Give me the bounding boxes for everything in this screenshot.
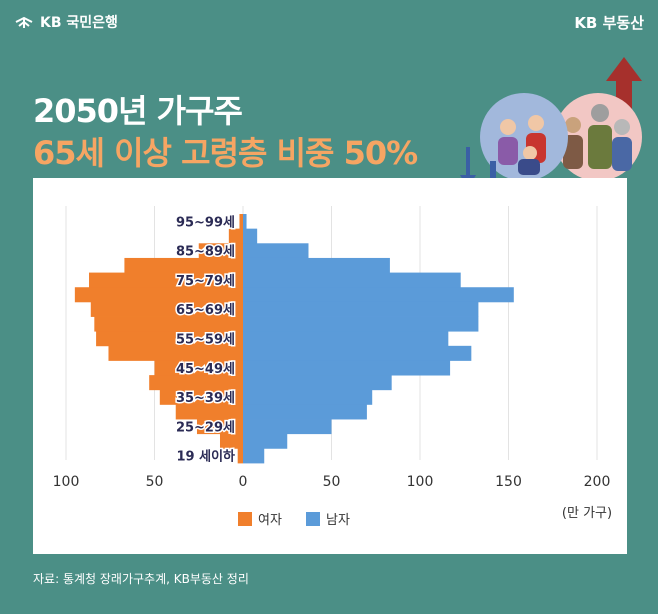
bar-female (159, 389, 243, 405)
x-tick-label: 0 (239, 474, 248, 490)
chart-panel: 95~99세 85~89세 75~79세 65~69세 55~59세 45~49세 35~3… (33, 178, 627, 554)
source-note: 자료: 통계청 장래가구추계, KB부동산 정리 (33, 572, 249, 586)
bar-male (243, 360, 451, 376)
category-label: 55~59세 (176, 333, 235, 348)
legend: 여자 남자 (238, 512, 350, 528)
category-label: 35~39세 (176, 391, 235, 406)
bar-female (90, 301, 243, 317)
bar-male (243, 375, 392, 391)
bar-female (94, 316, 243, 332)
category-label: 19 세이하 (177, 449, 236, 465)
x-tick-label: 50 (323, 474, 341, 490)
bar-male (243, 316, 479, 332)
category-label: 45~49세 (176, 362, 235, 377)
bar-female (237, 448, 243, 464)
bar-male (243, 214, 247, 230)
bar-male (243, 389, 373, 405)
x-tick-label: 150 (495, 474, 522, 490)
category-label: 95~99세 (176, 215, 235, 230)
bar-female (124, 257, 243, 273)
category-label: 75~79세 (176, 274, 235, 289)
bar-female (219, 433, 243, 449)
bar-female (198, 243, 243, 259)
bar-male (243, 301, 479, 317)
legend-label-female: 여자 (258, 513, 282, 528)
bar-female (228, 228, 243, 244)
page-subtitle: 65세 이상 고령층 비중 50% (33, 134, 418, 172)
bar-male (243, 228, 258, 244)
bar-male (243, 419, 332, 435)
elderly-people-illustration (460, 57, 642, 215)
bar-male (243, 331, 449, 347)
x-tick-label: 50 (146, 474, 164, 490)
bar-female (96, 331, 243, 347)
x-tick-label: 200 (584, 474, 611, 490)
bar-female (108, 345, 243, 361)
bar-male (243, 272, 461, 288)
legend-swatch-female (238, 512, 252, 526)
bar-female (89, 272, 243, 288)
brand-left-label: KB 국민은행 (40, 15, 118, 31)
legend-swatch-male (306, 512, 320, 526)
kb-realestate-logo: KB 부동산 (574, 14, 644, 32)
bar-male (243, 433, 288, 449)
legend-label-male: 남자 (326, 513, 350, 528)
x-tick-label: 100 (53, 474, 80, 490)
kb-kookmin-logo: KB 국민은행 (14, 12, 118, 32)
bar-female (74, 287, 243, 303)
down-arrow-icon (466, 147, 470, 177)
bar-female (196, 419, 243, 435)
bar-male (243, 287, 514, 303)
bar-male (243, 243, 309, 259)
bar-female (239, 214, 243, 230)
bar-male (243, 257, 390, 273)
bar-female (154, 360, 243, 376)
star-logo-icon (15, 16, 33, 28)
bar-female (149, 375, 243, 391)
population-pyramid-chart: 95~99세 85~89세 75~79세 65~69세 55~59세 45~49세 35~3… (53, 206, 612, 528)
bar-female (175, 404, 243, 420)
page-title: 2050년 가구주 (33, 92, 243, 130)
category-label: 65~69세 (176, 303, 235, 318)
unit-label: (만 가구) (562, 506, 612, 521)
bar-male (243, 448, 265, 464)
bar-male (243, 404, 367, 420)
bar-male (243, 345, 472, 361)
category-label: 25~29세 (176, 420, 235, 435)
category-label: 85~89세 (176, 245, 235, 260)
x-tick-label: 100 (407, 474, 434, 490)
